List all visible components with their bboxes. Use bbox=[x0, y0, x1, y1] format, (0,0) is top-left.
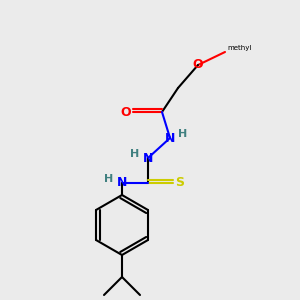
Text: H: H bbox=[130, 149, 140, 159]
Text: S: S bbox=[175, 176, 184, 190]
Text: O: O bbox=[193, 58, 203, 71]
Text: N: N bbox=[165, 131, 175, 145]
Text: N: N bbox=[117, 176, 127, 190]
Text: N: N bbox=[143, 152, 153, 164]
Text: O: O bbox=[120, 106, 131, 118]
Text: methyl: methyl bbox=[227, 45, 251, 51]
Text: H: H bbox=[104, 174, 114, 184]
Text: H: H bbox=[178, 129, 188, 139]
